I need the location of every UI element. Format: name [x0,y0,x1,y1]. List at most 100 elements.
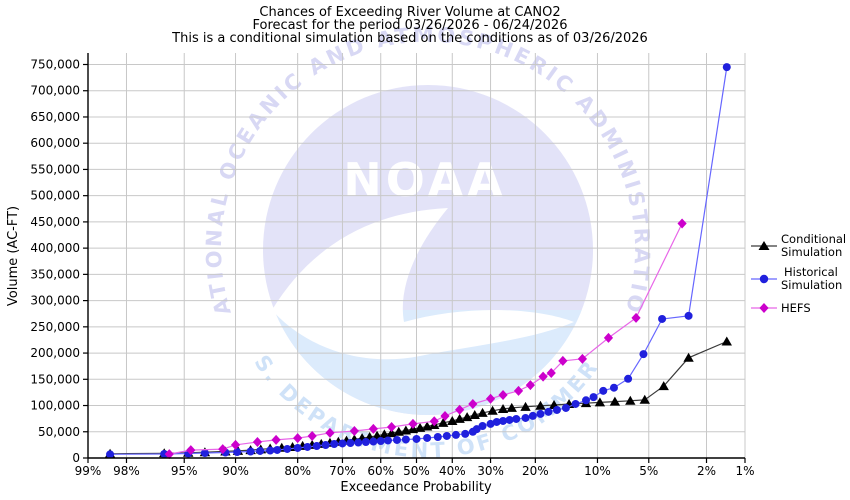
diamond-marker-icon [271,434,281,445]
circle-marker-icon [442,431,451,440]
diamond-marker-icon [440,411,450,422]
circle-marker-icon [639,350,648,359]
series-hefs-line [169,223,683,455]
circle-marker-icon [521,413,530,422]
circle-marker-icon [383,436,392,445]
x-tick-label: 20% [522,464,549,478]
circle-marker-icon [369,437,378,446]
triangle-marker-icon [758,241,770,250]
triangle-marker-icon [594,397,606,407]
diamond-marker-icon [631,312,641,323]
circle-marker-icon [256,446,265,455]
axes [83,53,746,463]
circle-marker-icon [561,403,570,412]
triangle-marker-icon [520,401,531,411]
triangle-marker-icon [535,400,546,410]
circle-marker-icon [423,433,432,442]
triangle-marker-icon [721,336,732,346]
x-tick-label: 98% [113,464,140,478]
circle-marker-icon [392,435,401,444]
circle-marker-icon [283,444,292,453]
circle-marker-icon [312,441,321,450]
x-tick-label: 60% [367,464,394,478]
diamond-marker-icon [485,393,496,404]
diamond-marker-icon [525,380,535,391]
triangle-marker-icon [487,405,498,415]
diamond-marker-icon [546,368,556,379]
chart-title-line1: Chances of Exceeding River Volume at CAN… [259,5,560,20]
legend-label: Simulation [781,245,842,259]
circle-marker-icon [544,407,553,416]
triangle-marker-icon [683,352,694,362]
circle-marker-icon [486,419,495,428]
x-tick-label: 80% [284,464,311,478]
triangle-marker-icon [469,409,480,419]
diamond-marker-icon [186,445,196,456]
circle-marker-icon [571,399,580,408]
diamond-marker-icon [577,353,588,364]
circle-marker-icon [505,415,514,424]
circle-marker-icon [582,396,591,405]
y-tick-label: 150,000 [30,372,80,386]
y-tick-label: 200,000 [30,346,80,360]
circle-marker-icon [552,405,561,414]
noaa-gull-icon [272,208,574,360]
circle-marker-icon [376,437,385,446]
diamond-marker-icon [603,332,614,343]
diamond-marker-icon [164,449,174,460]
y-tick-label: 0 [72,451,80,465]
data-series [104,63,732,460]
triangle-marker-icon [438,417,449,427]
diamond-marker-icon [513,385,524,396]
y-tick-label: 600,000 [30,136,80,150]
y-tick-label: 700,000 [30,84,80,98]
circle-marker-icon [658,314,667,323]
circle-marker-icon [233,448,242,457]
legend-item-historical: Historical Simulation [751,265,842,292]
x-tick-label: 70% [329,464,356,478]
diamond-marker-icon [429,416,439,427]
diamond-marker-icon [538,371,548,382]
x-tick-label: 50% [403,464,430,478]
chart-title-line2: Forecast for the period 03/26/2026 - 06/… [253,18,568,33]
tick-labels: 99% 98% 95% 90% 80% 70% 60% 50% 40% 30% 20% 10% 5% 2%… [30,58,754,479]
y-tick-label: 400,000 [30,241,80,255]
diamond-marker-icon [759,303,769,313]
triangle-marker-icon [658,381,669,391]
diamond-marker-icon [468,398,478,409]
diamond-marker-icon [368,423,378,434]
circle-marker-icon [433,433,442,442]
legend-label: Historical [784,265,838,279]
x-tick-label: 10% [584,464,611,478]
series-hefs [164,218,687,460]
x-tick-label: 5% [639,464,658,478]
diamond-marker-icon [558,355,568,366]
x-tick-label: 2% [697,464,716,478]
x-tick-label: 40% [439,464,466,478]
circle-marker-icon [266,446,275,455]
legend-item-hefs: HEFS [751,301,811,315]
y-tick-label: 100,000 [30,399,80,413]
circle-marker-icon [273,445,282,454]
x-tick-label: 90% [222,464,249,478]
circle-marker-icon [759,274,769,284]
legend-label: Simulation [781,278,842,292]
x-tick-label: 30% [477,464,504,478]
circle-marker-icon [599,386,608,395]
circle-marker-icon [338,439,347,448]
circle-marker-icon [478,421,487,430]
x-tick-label: 95% [171,464,198,478]
diamond-marker-icon [455,404,465,415]
circle-marker-icon [684,311,693,320]
circle-marker-icon [451,430,460,439]
circle-marker-icon [536,409,545,418]
circle-marker-icon [624,374,633,383]
x-tick-label: 99% [75,464,102,478]
circle-marker-icon [106,450,115,459]
circle-marker-icon [512,414,521,423]
diamond-marker-icon [293,433,303,444]
circle-marker-icon [303,442,312,451]
legend-item-conditional: Conditional Simulation [751,232,846,259]
diamond-marker-icon [677,218,687,229]
y-tick-label: 550,000 [30,162,80,176]
